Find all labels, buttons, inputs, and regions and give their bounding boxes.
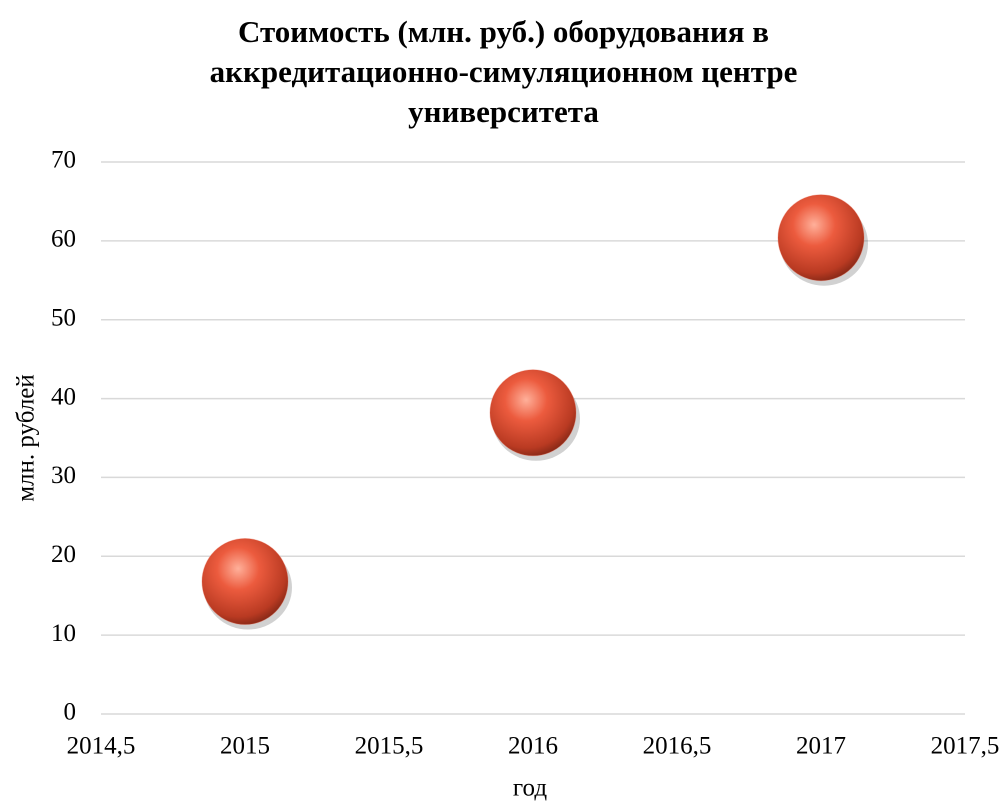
y-tick-label: 40	[51, 383, 76, 410]
x-axis-label: год	[513, 775, 547, 802]
x-tick-label: 2015,5	[355, 733, 424, 760]
y-tick-label: 70	[51, 147, 76, 174]
x-tick-label: 2014,5	[67, 733, 136, 760]
x-tick-label: 2017,5	[931, 733, 1000, 760]
marker	[489, 369, 577, 457]
y-axis-label: млн. рублей	[13, 374, 40, 502]
marker	[201, 538, 289, 626]
marker	[777, 194, 865, 282]
x-tick-label: 2016,5	[643, 733, 712, 760]
x-tick-label: 2017	[796, 733, 846, 760]
x-tick-label: 2015	[220, 733, 270, 760]
x-tick-label: 2016	[508, 733, 558, 760]
y-tick-label: 0	[64, 699, 77, 726]
y-tick-label: 20	[51, 541, 76, 568]
y-tick-label: 30	[51, 462, 76, 489]
chart-title: Стоимость (млн. руб.) оборудования в акк…	[209, 14, 798, 129]
y-tick-label: 60	[51, 226, 76, 253]
y-tick-label: 10	[51, 620, 76, 647]
y-tick-label: 50	[51, 304, 76, 331]
